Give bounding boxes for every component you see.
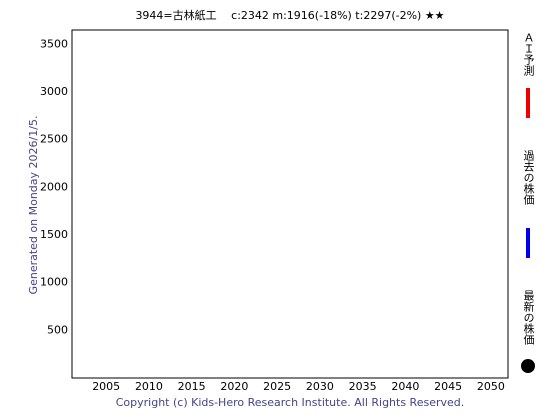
- x-tick-label: 2010: [135, 380, 163, 393]
- y-tick-label: 500: [47, 323, 68, 336]
- x-tick-label: 2030: [306, 380, 334, 393]
- y-tick-label: 1500: [40, 228, 68, 241]
- x-tick-label: 2035: [349, 380, 377, 393]
- x-tick-label: 2015: [178, 380, 206, 393]
- legend-swatch: [521, 359, 535, 373]
- chart-title: 3944=古林紙工 c:2342 m:1916(-18%) t:2297(-2%…: [135, 8, 444, 22]
- legend-label: ＡＩ予測: [522, 32, 535, 77]
- x-tick-label: 2025: [263, 380, 291, 393]
- y-tick-label: 2500: [40, 133, 68, 146]
- y-tick-label: 2000: [40, 180, 68, 193]
- y-tick-label: 3500: [40, 37, 68, 50]
- x-tick-label: 2050: [477, 380, 505, 393]
- plot-frame: [71, 29, 509, 379]
- x-tick-label: 2040: [391, 380, 419, 393]
- generated-note: Generated on Monday 2026/1/5.: [27, 116, 40, 295]
- footer: Copyright (c) Kids-Hero Research Institu…: [116, 396, 465, 409]
- legend-label: 過去の株価: [522, 150, 535, 205]
- y-tick-label: 1000: [40, 276, 68, 289]
- y-tick-label: 3000: [40, 85, 68, 98]
- x-tick-label: 2020: [220, 380, 248, 393]
- x-tick-label: 2045: [434, 380, 462, 393]
- legend-label: 最新の株価: [522, 290, 535, 345]
- x-tick-label: 2005: [92, 380, 120, 393]
